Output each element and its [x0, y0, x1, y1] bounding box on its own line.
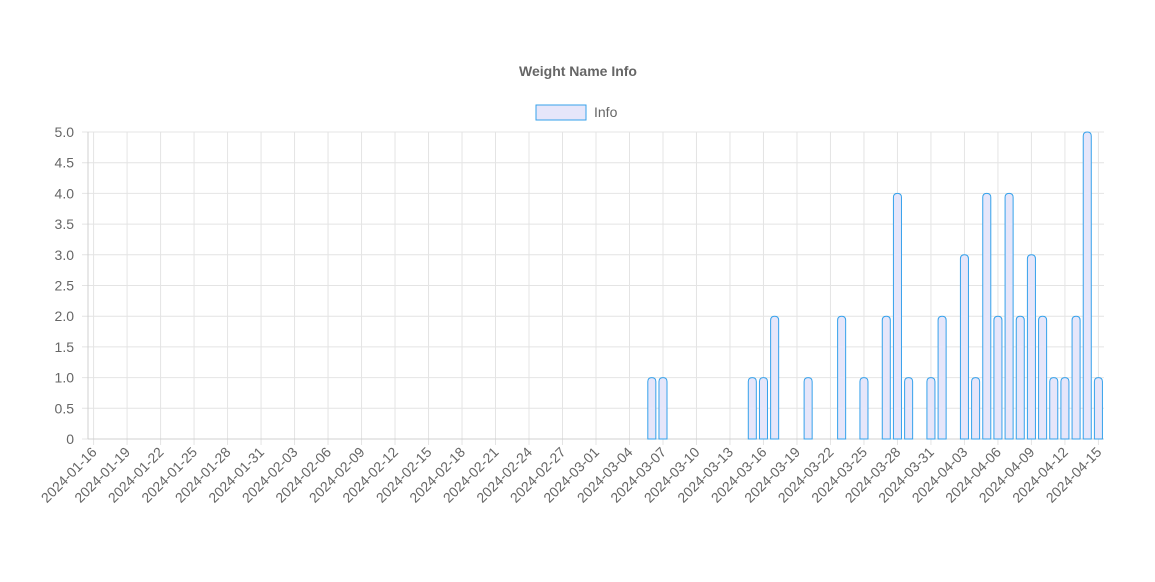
bar[interactable]: [982, 192, 992, 440]
bar[interactable]: [892, 192, 902, 440]
bar[interactable]: [1038, 315, 1048, 440]
bar[interactable]: [859, 377, 869, 440]
bar[interactable]: [747, 377, 757, 440]
bar[interactable]: [837, 315, 847, 440]
bar[interactable]: [758, 377, 768, 440]
legend-label-info: Info: [594, 104, 618, 120]
y-tick-label: 3.5: [55, 216, 75, 232]
y-tick-label: 1.0: [55, 370, 75, 386]
bar[interactable]: [1082, 131, 1092, 440]
bar[interactable]: [1049, 377, 1059, 440]
bar[interactable]: [926, 377, 936, 440]
bar[interactable]: [971, 377, 981, 440]
y-tick-label: 2.5: [55, 278, 75, 294]
legend[interactable]: Info: [535, 104, 618, 121]
y-tick-label: 0: [66, 431, 74, 447]
bar[interactable]: [881, 315, 891, 440]
bar[interactable]: [1004, 192, 1014, 440]
y-axis: 0 0.5 1.0 1.5 2.0 2.5 3.0 3.5 4.0 4.5 5.0: [55, 124, 75, 447]
bar[interactable]: [770, 315, 780, 440]
bar[interactable]: [993, 315, 1003, 440]
bar[interactable]: [959, 254, 969, 440]
y-tick-label: 0.5: [55, 400, 75, 416]
y-tick-label: 4.0: [55, 185, 75, 201]
y-tick-label: 4.5: [55, 155, 75, 171]
bar[interactable]: [1060, 377, 1070, 440]
y-tick-label: 3.0: [55, 247, 75, 263]
y-tick-label: 5.0: [55, 124, 75, 140]
gridlines: [82, 131, 1104, 445]
bar[interactable]: [904, 377, 914, 440]
bar-series-info: [647, 131, 1103, 440]
bar[interactable]: [937, 315, 947, 440]
y-tick-label: 2.0: [55, 308, 75, 324]
bar[interactable]: [647, 377, 657, 440]
chart-title: Weight Name Info: [519, 63, 637, 79]
bar[interactable]: [1026, 254, 1036, 440]
legend-swatch: [535, 104, 587, 121]
bar[interactable]: [658, 377, 668, 440]
bar[interactable]: [1015, 315, 1025, 440]
bar[interactable]: [1071, 315, 1081, 440]
x-axis: 2024-01-162024-01-192024-01-222024-01-25…: [38, 444, 1105, 506]
y-tick-label: 1.5: [55, 339, 75, 355]
bar[interactable]: [1093, 377, 1103, 440]
bar[interactable]: [803, 377, 813, 440]
